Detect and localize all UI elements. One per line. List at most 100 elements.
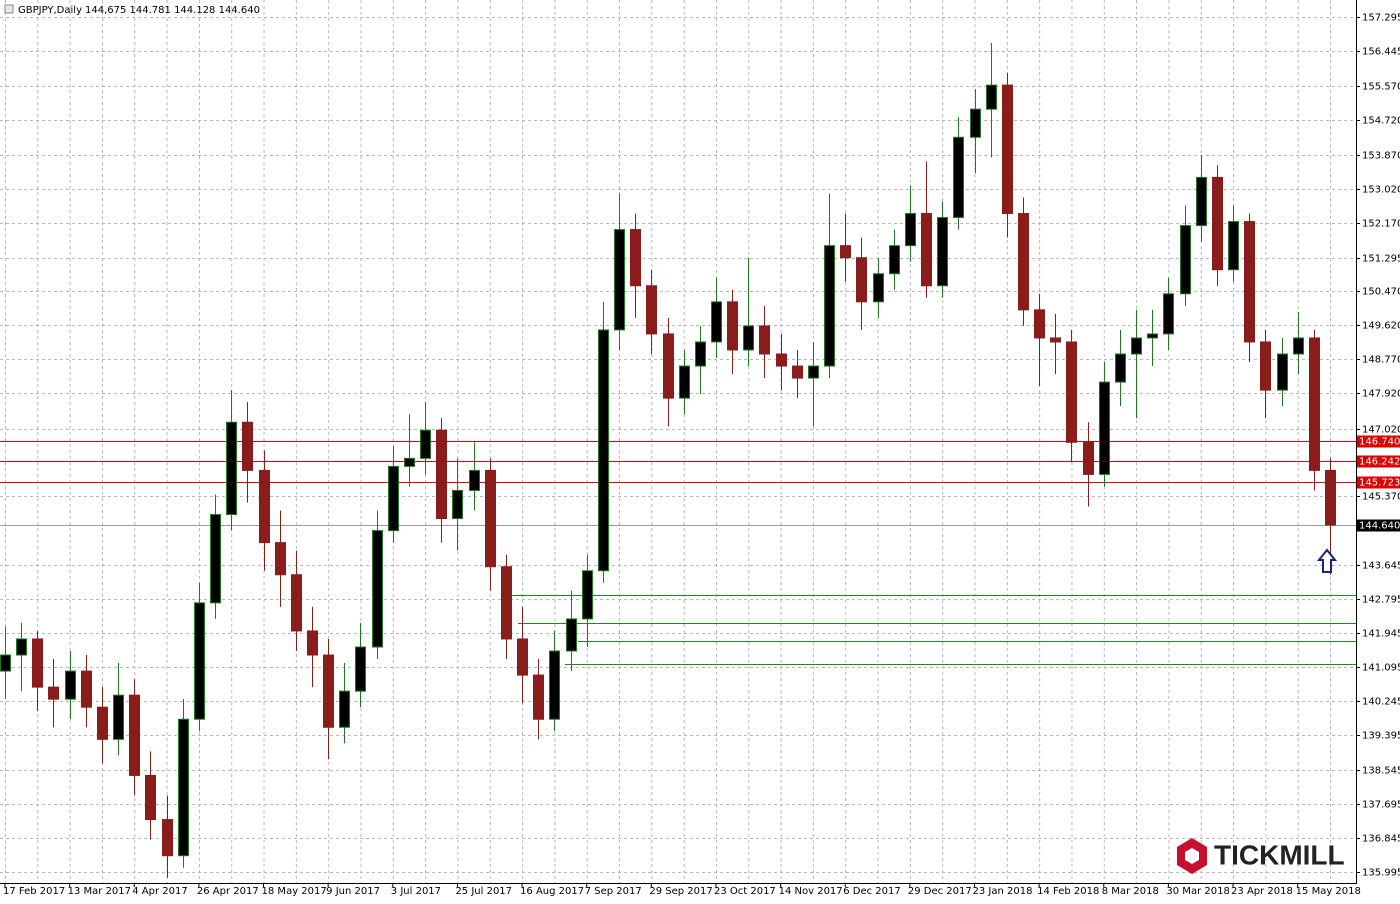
candle-body [1066,341,1077,443]
candle-body [614,229,625,331]
candle-body [873,273,884,303]
level-label: 146.740 [1359,437,1400,448]
candle-body [1115,353,1126,383]
x-tick-label: 30 Mar 2018 [1166,886,1229,897]
candle-body [905,213,916,247]
x-tick-label: 18 May 2017 [262,886,327,897]
candle-body [113,694,124,740]
x-tick-label: 23 Oct 2017 [714,886,776,897]
logo-mark-inner [1185,848,1199,864]
candle-body [1034,309,1045,339]
y-tick-label: 148.770 [1362,355,1400,366]
candles [0,42,1336,878]
y-tick-label: 156.445 [1362,47,1400,58]
x-tick-label: 15 May 2018 [1296,886,1361,897]
candle-body [889,245,900,275]
candle-body [1260,341,1271,391]
x-tick-label: 14 Feb 2018 [1037,886,1099,897]
candle-body [549,650,560,720]
candle-body [1050,337,1061,343]
x-tick-label: 14 Nov 2017 [779,886,843,897]
candle-body [129,694,140,776]
candle-body [97,706,108,740]
y-tick-label: 147.920 [1362,389,1400,400]
y-tick-label: 154.720 [1362,116,1400,127]
x-tick-label: 9 Jun 2017 [326,886,380,897]
x-tick-label: 7 Sep 2017 [585,886,642,897]
candle-body [1293,337,1304,355]
candle-body [162,819,173,857]
candle-body [824,245,835,367]
candle-body [1309,337,1320,471]
candle-body [501,566,512,640]
y-tick-label: 141.095 [1362,663,1400,674]
candle-body [1163,293,1174,335]
x-tick-label: 29 Dec 2017 [908,886,972,897]
y-tick-label: 141.945 [1362,629,1400,640]
candle-body [1147,333,1158,339]
y-tick-label: 151.295 [1362,254,1400,265]
y-tick-label: 137.695 [1362,800,1400,811]
candle-body [1002,84,1013,215]
candle-body [776,353,787,367]
candle-body [372,530,383,648]
candle-body [436,429,447,520]
x-tick-label: 16 Aug 2017 [520,886,584,897]
x-tick-label: 8 Mar 2018 [1102,886,1159,897]
x-tick-label: 17 Feb 2017 [3,886,65,897]
candle-body [1131,337,1142,355]
candle-body [840,245,851,259]
candle-body [323,654,334,728]
last-price-box [1357,519,1400,532]
candle-body [1196,176,1207,227]
y-tick-label: 145.370 [1362,492,1400,503]
y-tick-label: 155.570 [1362,82,1400,93]
x-tick-label: 25 Jul 2017 [455,886,512,897]
watermark: TICKMILL [1214,839,1345,870]
candle-body [0,654,11,672]
y-tick-label: 138.545 [1362,766,1400,777]
x-tick-label: 26 Apr 2017 [197,886,259,897]
y-tick-label: 149.620 [1362,321,1400,332]
y-tick-label: 139.395 [1362,731,1400,742]
candle-body [275,542,286,576]
candle-body [646,285,657,335]
symbol-icon [4,4,14,14]
candle-body [953,136,964,219]
candle-body [1277,353,1288,391]
candle-body [145,774,156,821]
candle-body [970,108,981,138]
candle-body [404,457,415,467]
candle-body [259,469,270,544]
candle-body [630,229,641,287]
candle-body [986,84,997,110]
candle-body [65,670,76,700]
y-tick-label: 136.845 [1362,834,1400,845]
candle-body [1325,469,1336,526]
x-tick-label: 3 Jul 2017 [391,886,441,897]
y-tick-label: 135.995 [1362,868,1400,879]
candle-body [808,365,819,379]
x-tick-label: 4 Apr 2017 [132,886,187,897]
level-label: 146.242 [1359,457,1400,468]
candle-body [743,325,754,351]
candle-body [792,365,803,379]
ohlc-info: 144,675 144.781 144.128 144.640 [85,5,260,16]
y-tick-label: 153.020 [1362,185,1400,196]
candle-body [210,514,221,604]
level-label: 145.723 [1359,478,1400,489]
y-tick-label: 153.870 [1362,151,1400,162]
candle-body [420,429,431,459]
candle-body [566,618,577,652]
chart-title: GBPJPY,Daily [18,5,82,16]
arrow-marker [1316,548,1338,573]
level-label-box [1357,435,1400,448]
candle-body [517,638,528,676]
candle-body [937,217,948,287]
y-tick-label: 147.020 [1362,425,1400,436]
candle-body [32,638,43,688]
candle-body [533,674,544,720]
candle-body [194,602,205,720]
